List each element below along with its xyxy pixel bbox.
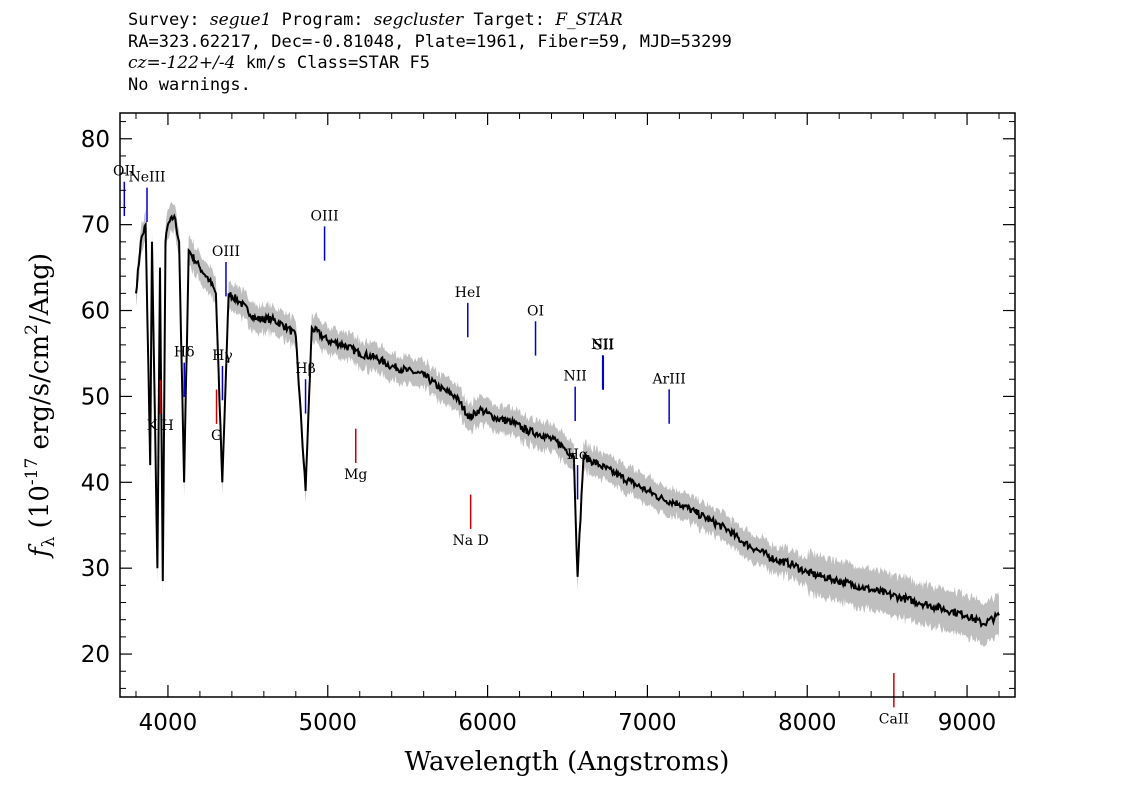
y-tick-label: 30 <box>81 556 110 582</box>
target-label: Target: <box>473 10 546 30</box>
x-tick-label: 4000 <box>139 710 198 736</box>
line-marker-label: NII <box>591 337 614 353</box>
x-tick-label: 9000 <box>938 710 997 736</box>
y-tick-label: 40 <box>81 470 110 496</box>
coords-line: RA=323.62217, Dec=-0.81048, Plate=1961, … <box>128 31 732 52</box>
cz-label: cz= <box>128 53 161 73</box>
flux-line <box>135 213 1000 629</box>
y-tick-label: 80 <box>81 127 110 153</box>
line-marker-label: NeIII <box>128 170 165 186</box>
target-value: F_STAR <box>555 10 623 30</box>
y-axis-title: fλ (10-17 erg/s/cm2/Ang) <box>22 253 59 559</box>
survey-value: segue1 <box>209 10 272 30</box>
line-marker-label: CaII <box>879 711 909 727</box>
program-value: segcluster <box>373 10 464 30</box>
plot-frame <box>119 112 1016 698</box>
x-tick-label: 7000 <box>618 710 677 736</box>
line-marker-label: ArIII <box>651 371 685 387</box>
warnings-line: No warnings. <box>128 74 251 95</box>
axis-ticks: 4000 5000 6000 7000 8000 9000 20 30 40 50 60 70 80 <box>81 113 1015 736</box>
x-tick-label: 5000 <box>298 710 357 736</box>
line-marker-label: SII <box>593 338 614 354</box>
line-marker-label: K H <box>147 418 174 434</box>
y-tick-label: 60 <box>81 299 110 325</box>
spectrum-header: Survey: segue1 Program: segcluster Targe… <box>128 10 732 96</box>
flux-layer <box>135 213 1000 629</box>
y-tick-label: 70 <box>81 213 110 239</box>
line-marker-label: OIII <box>212 244 240 260</box>
line-marker-label: Hδ <box>174 345 195 361</box>
line-marker-label: Hβ <box>295 361 315 377</box>
line-marker-label: HeI <box>455 285 481 301</box>
y-tick-label: 20 <box>81 642 110 668</box>
line-marker-label: OI <box>527 303 544 319</box>
line-marker-label: Mg <box>344 467 367 483</box>
x-tick-label: 8000 <box>778 710 837 736</box>
survey-label: Survey: <box>128 10 200 30</box>
error-band-layer <box>136 202 999 647</box>
cz-rest: km/s Class=STAR F5 <box>235 53 430 73</box>
x-axis-title: Wavelength (Angstroms) <box>405 747 730 777</box>
program-label: Program: <box>281 10 364 30</box>
line-marker-label: OII <box>113 164 136 180</box>
error-band <box>136 202 999 647</box>
line-marker-label: Hα <box>567 447 589 463</box>
line-marker-label: G <box>211 428 222 444</box>
y-tick-label: 50 <box>81 384 110 410</box>
line-marker-label: Hγ <box>212 348 233 364</box>
x-tick-label: 6000 <box>458 710 517 736</box>
line-marker-label: Na D <box>453 533 489 549</box>
line-marker-label: OIII <box>311 208 339 224</box>
line-marker-label: NII <box>564 369 587 385</box>
cz-value: -122+/-4 <box>160 53 236 73</box>
